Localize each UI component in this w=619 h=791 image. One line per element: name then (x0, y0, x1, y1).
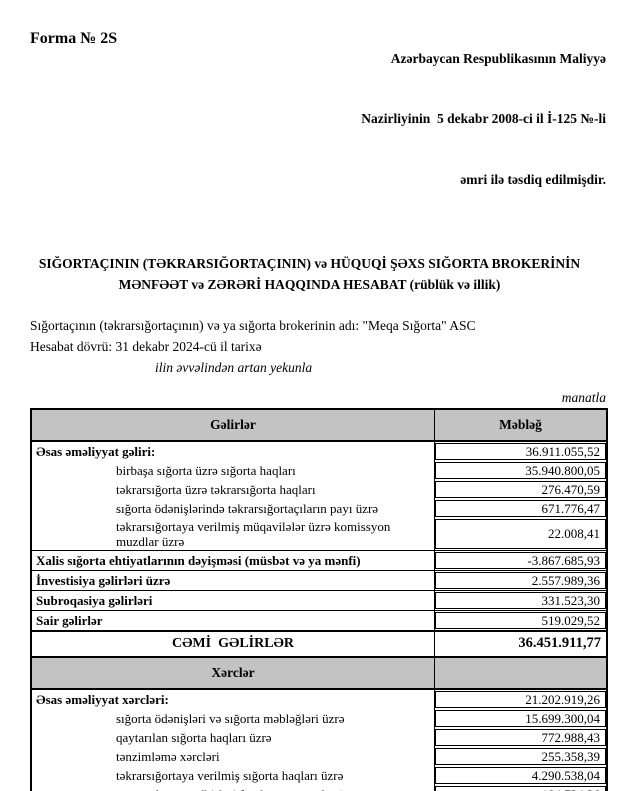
income-total-label: CƏMİ GƏLİRLƏR (32, 631, 435, 656)
expense-row-amount: 15.699.300,04 (435, 709, 606, 727)
report-title: SIĞORTAÇININ (TƏKRARSIĞORTAÇININ) və HÜQ… (0, 253, 619, 296)
insurer-name-line: Sığortaçının (təkrarsığortaçının) və ya … (30, 317, 476, 333)
income-row-2: birbaşa sığorta üzrə sığorta haqları 35.9… (32, 460, 606, 480)
report-meta: Sığortaçının (təkrarsığortaçının) və ya … (30, 316, 589, 379)
income-column-header: Gəlirlər (32, 409, 435, 440)
approval-line-1: Azərbaycan Respublikasının Maliyyə (390, 50, 606, 66)
income-row-3: təkrarsığorta üzrə təkrarsığorta haqları… (32, 479, 606, 499)
income-row-amount: 276.470,59 (435, 480, 606, 498)
expense-row-6: qarşısıalınma tədbirləri fonduna ayırmal… (32, 784, 606, 791)
income-header-row: Gəlirlər Məbləğ (32, 409, 606, 442)
approval-line-3: əmri ilə təsdiq edilmişdir. (460, 172, 606, 187)
income-row-amount: 519.029,52 (435, 611, 606, 629)
income-rows-section: Əsas əməliyyat gəliri: 36.911.055,52 birba… (32, 441, 606, 630)
expense-row-label: tənzimləmə xərcləri (32, 746, 435, 766)
expense-row-2: sığorta ödənişləri və sığorta məbləğləri… (32, 708, 606, 728)
income-row-amount: 36.911.055,52 (435, 442, 606, 460)
income-row-4: sığorta ödənişlərində təkrarsığortaçılar… (32, 498, 606, 518)
amount-column-header: Məbləğ (499, 417, 542, 433)
income-row-label: Sair gəlirlər (32, 610, 435, 630)
expense-row-amount: 4.290.538,04 (435, 766, 606, 784)
income-row-amount: 671.776,47 (435, 499, 606, 517)
cumulative-note: ilin əvvəlindən artan yekunla (155, 359, 313, 375)
expense-row-label: qarşısıalınma tədbirləri fonduna ayırmal… (32, 784, 435, 791)
expense-row-amount: 21.202.919,26 (435, 690, 606, 708)
expense-header-row: Xərclər (32, 657, 606, 690)
income-total-amount: 36.451.911,77 (518, 635, 601, 652)
report-title-line-1: SIĞORTAÇININ (TƏKRARSIĞORTAÇININ) və HÜQ… (38, 255, 581, 271)
expense-column-header: Xərclər (32, 657, 435, 688)
income-total-row: CƏMİ GƏLİRLƏR 36.451.911,77 (32, 629, 606, 658)
income-row-amount: 331.523,30 (435, 591, 606, 609)
income-row-label: Əsas əməliyyat gəliri: (32, 441, 435, 461)
income-row-label: sığorta ödənişlərində təkrarsığortaçılar… (32, 498, 435, 518)
expense-row-1: Əsas əməliyyat xərcləri: 21.202.919,26 (32, 689, 606, 709)
report-table: Gəlirlər Məbləğ Əsas əməliyyat gəliri: 36… (30, 407, 608, 791)
expense-row-amount: 255.358,39 (435, 747, 606, 765)
income-row-amount: 35.940.800,05 (435, 461, 606, 479)
income-row-8: Subroqasiya gəlirləri 331.523,30 (32, 589, 606, 610)
form-number: Forma № 2S (30, 30, 118, 47)
income-row-9: Sair gəlirlər 519.029,52 (32, 609, 606, 630)
income-row-label: İnvestisiya gəlirləri üzrə (32, 570, 435, 590)
expense-amount-column-header (435, 658, 606, 688)
expense-rows-section: Əsas əməliyyat xərcləri: 21.202.919,26 sığ… (32, 689, 606, 791)
approval-line-2: Nazirliyinin 5 dekabr 2008-ci il İ-125 №… (361, 111, 606, 127)
income-row-label: birbaşa sığorta üzrə sığorta haqları (32, 460, 435, 480)
expense-row-label: təkrarsığortaya verilmiş sığorta haqları… (32, 765, 435, 785)
income-row-label: Subroqasiya gəlirləri (32, 590, 435, 610)
expense-row-label: Əsas əməliyyat xərcləri: (32, 689, 435, 709)
page-top-bar: Forma № 2S Azərbaycan Respublikasının Ma… (0, 8, 619, 231)
expense-row-3: qaytarılan sığorta haqları üzrə 772.988,4… (32, 727, 606, 747)
income-row-5: təkrarsığortaya verilmiş müqavilələr üzr… (32, 517, 606, 550)
expense-row-4: tənzimləmə xərcləri 255.358,39 (32, 746, 606, 766)
report-period-line: Hesabat dövrü: 31 dekabr 2024-cü il tari… (30, 338, 262, 354)
income-row-label: təkrarsığorta üzrə təkrarsığorta haqları (32, 479, 435, 499)
report-title-line-2: MƏNFƏƏT və ZƏRƏRİ HAQQINDA HESABAT (rübl… (118, 277, 501, 293)
expense-row-label: sığorta ödənişləri və sığorta məbləğləri… (32, 708, 435, 728)
income-row-label: Xalis sığorta ehtiyatlarının dəyişməsi (… (32, 550, 435, 570)
income-row-7: İnvestisiya gəlirləri üzrə 2.557.989,36 (32, 569, 606, 590)
income-row-6: Xalis sığorta ehtiyatlarının dəyişməsi (… (32, 549, 606, 570)
expense-row-label: qaytarılan sığorta haqları üzrə (32, 727, 435, 747)
expense-row-amount: 184.734,36 (435, 785, 606, 791)
approval-note: Azərbaycan Respublikasının Maliyyə Nazir… (361, 8, 606, 231)
currency-note: manatla (561, 389, 606, 405)
income-row-amount: 22.008,41 (435, 518, 606, 549)
income-row-amount: 2.557.989,36 (435, 571, 606, 589)
expense-row-amount: 772.988,43 (435, 728, 606, 746)
income-row-amount: -3.867.685,93 (435, 551, 606, 569)
expense-row-5: təkrarsığortaya verilmiş sığorta haqları… (32, 765, 606, 785)
income-row-1: Əsas əməliyyat gəliri: 36.911.055,52 (32, 441, 606, 461)
income-row-label: təkrarsığortaya verilmiş müqavilələr üzr… (32, 517, 435, 550)
